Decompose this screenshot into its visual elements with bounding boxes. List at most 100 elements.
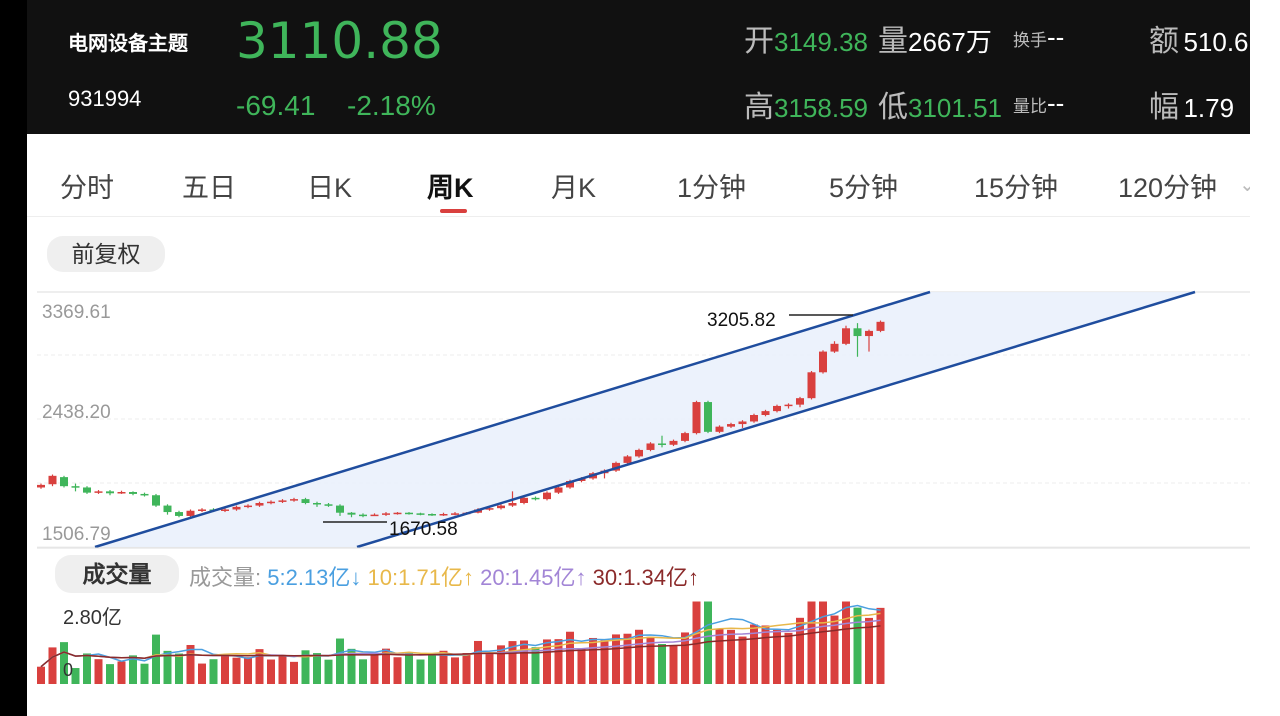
tab-15min[interactable]: 15分钟 [974, 173, 1059, 203]
candle-body [267, 501, 275, 504]
amount-value: 510.6 [1183, 27, 1249, 57]
volume-bars [37, 601, 885, 684]
candle-body [163, 505, 172, 513]
period-tabs: 分时 五日 日K 周K 月K 1分钟 5分钟 15分钟 120分钟 [27, 146, 1250, 217]
low-label: 低 [878, 91, 908, 124]
candle-body [681, 433, 689, 441]
tab-1min[interactable]: 1分钟 [677, 173, 747, 203]
volume-bar [485, 653, 494, 684]
volume-bar [715, 628, 724, 684]
low-marker-label: 1670.58 [389, 519, 458, 540]
volume-indicator-button[interactable]: 成交量 [55, 555, 179, 593]
tab-five-day[interactable]: 五日 [182, 173, 236, 203]
volume-ratio-field: 量比-- [1013, 88, 1064, 119]
volume-bar [669, 644, 678, 684]
volume-bar [416, 659, 425, 684]
volume-ratio-value: -- [1047, 88, 1065, 118]
volume-bar [554, 639, 563, 684]
volume-bar [612, 634, 620, 684]
candle-body [232, 506, 241, 510]
volume-bar [198, 663, 206, 684]
volume-bar [474, 640, 482, 684]
candle-body [439, 514, 448, 516]
volume-bar [704, 601, 712, 684]
candle-body [704, 402, 712, 432]
volume-bar [646, 636, 655, 684]
current-price: 3110.88 [236, 12, 443, 70]
candle-body [313, 503, 321, 505]
volume-value: 2667万 [908, 27, 992, 57]
volume-max-label: 2.80亿 [63, 606, 122, 629]
candle-body [290, 499, 298, 501]
volume-field: 量2667万 [878, 16, 992, 60]
candle-body [531, 497, 540, 500]
candle-body [796, 398, 804, 405]
volume-bar [106, 664, 114, 684]
volume-bar [681, 632, 689, 684]
adjust-mode-button[interactable]: 前复权 [47, 236, 165, 272]
candle-body [301, 499, 310, 503]
volume-bar [543, 639, 551, 684]
amount-label: 额 [1149, 25, 1179, 58]
candle-body [750, 415, 758, 422]
candle-body [347, 512, 356, 515]
volume-bar [267, 659, 275, 684]
volume-bar [244, 657, 252, 684]
volume-bar [129, 655, 137, 684]
volume-bar [255, 649, 264, 684]
volume-bar [784, 632, 793, 684]
tab-monthly-k[interactable]: 月K [551, 173, 597, 203]
high-marker-label: 3205.82 [707, 310, 776, 331]
candle-body [336, 505, 344, 513]
index-code: 931994 [68, 86, 142, 111]
open-field: 开3149.38 [744, 16, 868, 60]
volume-bar [842, 601, 850, 684]
candle-body [244, 505, 252, 508]
amplitude-value: 1.79 [1183, 93, 1235, 123]
volume-bar [152, 634, 160, 684]
candle-body [255, 503, 264, 506]
volume-bar [727, 629, 735, 684]
candle-body [646, 443, 655, 450]
volume-bar [37, 666, 45, 684]
candle-body [83, 487, 91, 493]
y-tick-high: 3369.61 [42, 302, 111, 323]
candle-body [692, 402, 701, 434]
volume-ratio-label: 量比 [1013, 97, 1047, 116]
volume-bar [497, 645, 505, 684]
candle-body [566, 481, 574, 488]
volume-bar [428, 655, 436, 684]
tab-daily-k[interactable]: 日K [307, 173, 353, 203]
candle-body [876, 321, 885, 331]
tab-weekly-k[interactable]: 周K [427, 173, 474, 203]
volume-ma30-line [40, 625, 881, 668]
candle-body [485, 508, 494, 510]
volume-bar [336, 638, 344, 684]
kline-chart: 3369.61 2438.20 1506.79 3205.82 1670.58 … [37, 290, 1250, 684]
channel-lower-line [356, 290, 1196, 549]
turnover-label: 换手 [1013, 31, 1047, 50]
candle-body [416, 513, 425, 515]
volume-bar [531, 647, 540, 684]
tab-intraday[interactable]: 分时 [60, 173, 114, 203]
volume-ma30-value: 30:1.34亿↑ [592, 565, 700, 590]
open-value: 3149.38 [774, 27, 868, 57]
candle-body [819, 351, 827, 373]
chevron-down-icon[interactable]: ⌄ [1239, 174, 1250, 196]
stock-app-window: 电网设备主题 931994 3110.88 -69.41 -2.18% 开314… [27, 0, 1250, 716]
volume-bar [71, 668, 80, 684]
volume-bar [865, 617, 873, 684]
candle-body [175, 512, 183, 516]
volume-legend-prefix: 成交量: [189, 565, 262, 590]
candle-body [784, 404, 793, 407]
volume-bar [750, 624, 758, 684]
volume-bar [186, 644, 195, 684]
candle-body [669, 440, 678, 445]
window-edge [1250, 0, 1280, 716]
tab-5min[interactable]: 5分钟 [829, 173, 899, 203]
y-tick-low: 1506.79 [42, 524, 111, 545]
high-value: 3158.59 [774, 93, 868, 123]
active-tab-indicator [440, 209, 467, 213]
volume-bar [508, 641, 517, 684]
tab-120min[interactable]: 120分钟 [1118, 173, 1218, 203]
